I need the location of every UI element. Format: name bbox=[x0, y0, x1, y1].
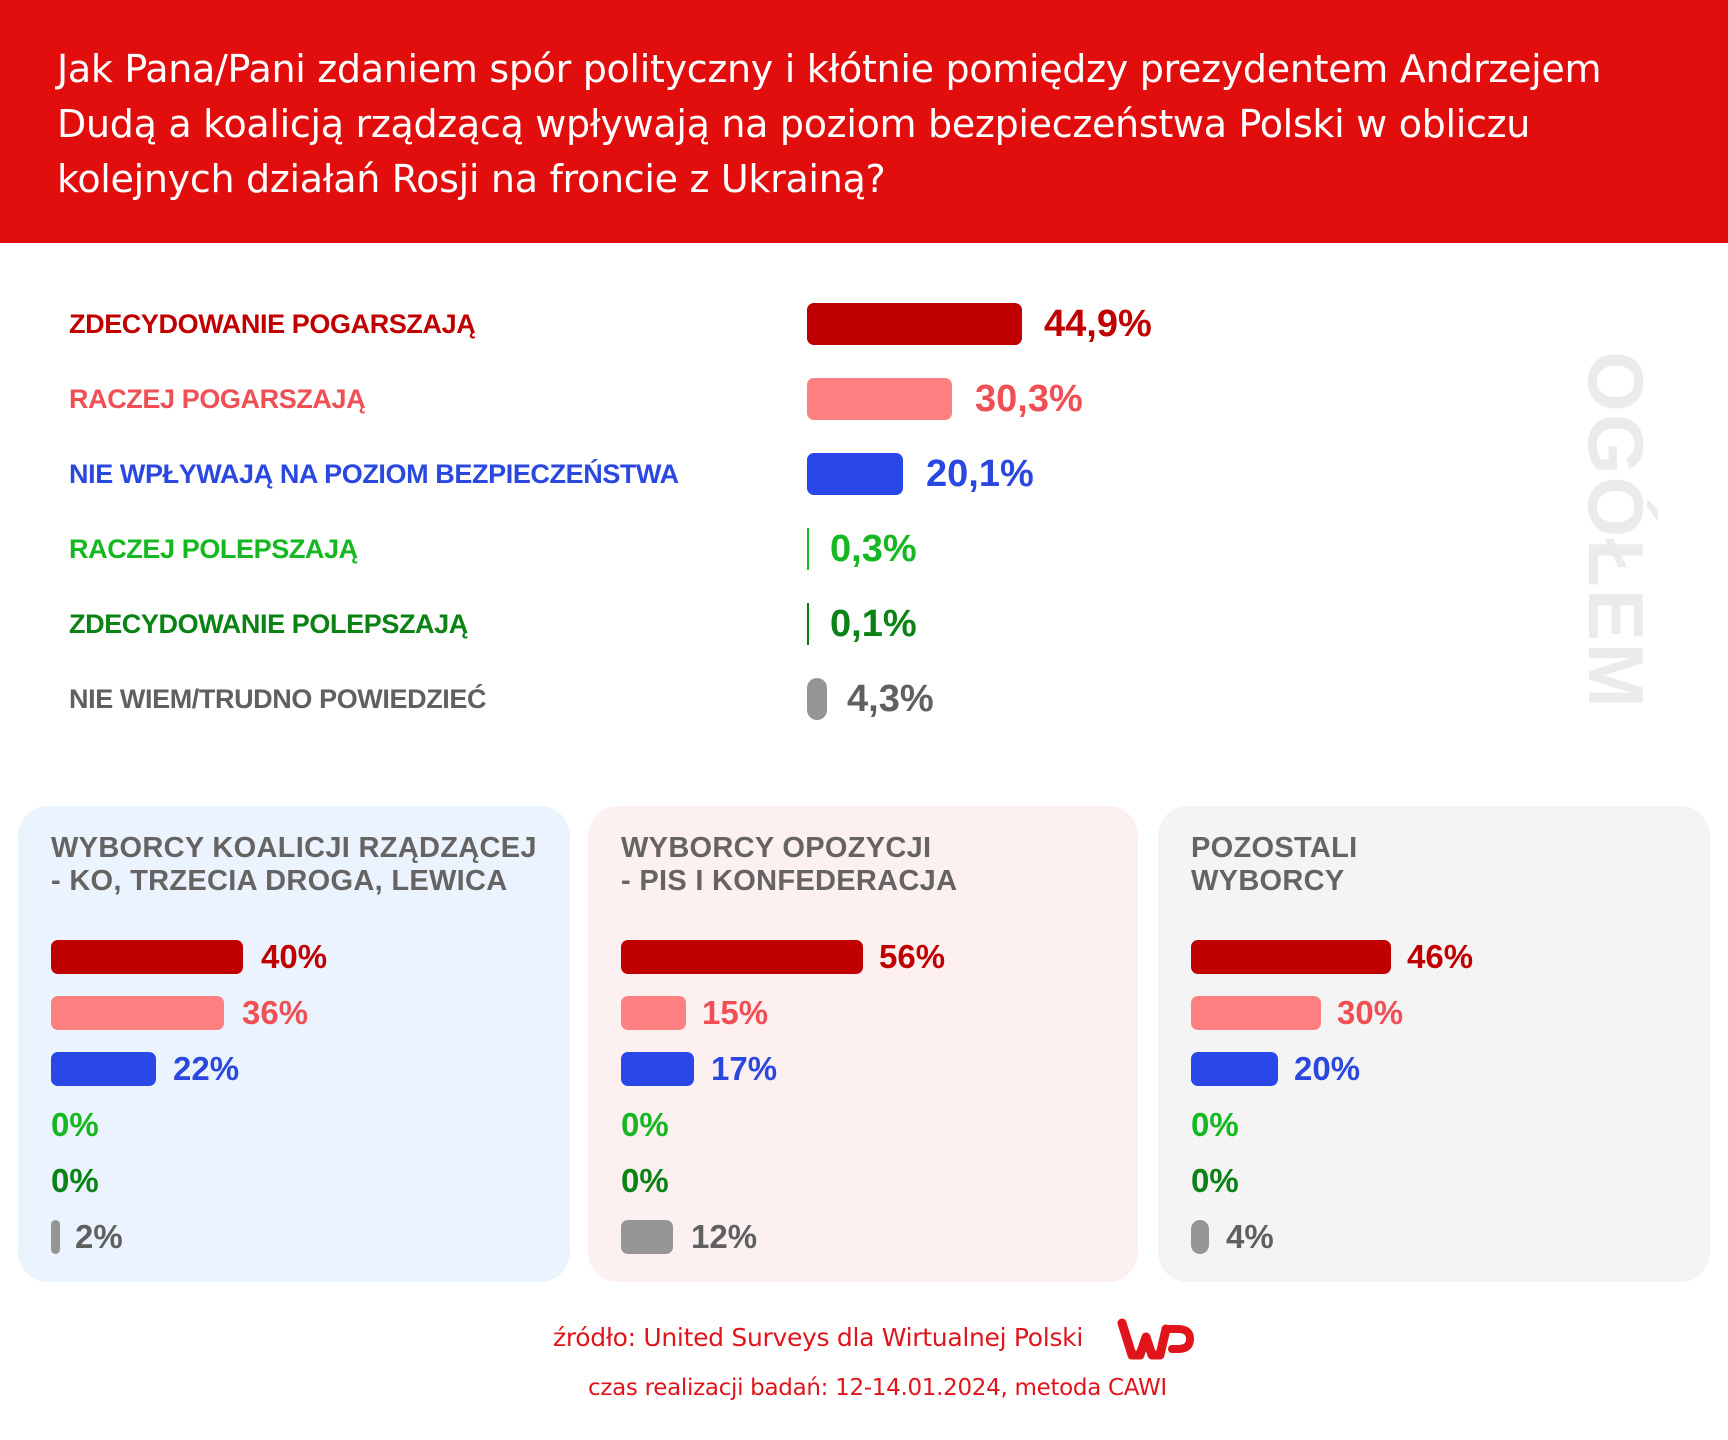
row-value: 0,3% bbox=[830, 528, 917, 570]
overall-row: RACZEJ POGARSZAJĄ 30,3% bbox=[0, 375, 1300, 423]
panel-row: 56% bbox=[621, 939, 1121, 975]
row-value: 12% bbox=[691, 1218, 758, 1255]
panel-other-voters: POZOSTALI WYBORCY 46% 30% 20% 0% 0% 4% bbox=[1158, 806, 1710, 1282]
overall-row: RACZEJ POLEPSZAJĄ 0,3% bbox=[0, 525, 1300, 573]
panel-row: 0% bbox=[621, 1107, 1121, 1143]
bar bbox=[1191, 996, 1321, 1030]
overall-row: ZDECYDOWANIE POLEPSZAJĄ 0,1% bbox=[0, 600, 1300, 648]
row-value: 4,3% bbox=[847, 678, 934, 720]
bar bbox=[1191, 940, 1391, 974]
panel-row: 0% bbox=[51, 1163, 551, 1199]
row-value: 2% bbox=[75, 1218, 123, 1255]
panel-row: 46% bbox=[1191, 939, 1691, 975]
panel-title: POZOSTALI WYBORCY bbox=[1191, 832, 1358, 897]
bar bbox=[1191, 1052, 1278, 1086]
row-value: 30,3% bbox=[975, 378, 1083, 420]
row-label: NIE WIEM/TRUDNO POWIEDZIEĆ bbox=[69, 684, 487, 714]
row-label: ZDECYDOWANIE POLEPSZAJĄ bbox=[69, 609, 468, 639]
panel-row: 17% bbox=[621, 1051, 1121, 1087]
panel-row: 12% bbox=[621, 1219, 1121, 1255]
panel-row: 0% bbox=[1191, 1107, 1691, 1143]
bar bbox=[1191, 1220, 1209, 1254]
row-value: 20,1% bbox=[926, 453, 1034, 495]
bar bbox=[51, 1220, 60, 1254]
bar bbox=[51, 996, 224, 1030]
bar bbox=[807, 453, 903, 495]
row-value: 22% bbox=[173, 1050, 240, 1087]
bar bbox=[51, 940, 243, 974]
panel-row: 0% bbox=[51, 1107, 551, 1143]
bar bbox=[807, 528, 809, 570]
bar bbox=[621, 940, 863, 974]
panel-row: 0% bbox=[621, 1163, 1121, 1199]
row-value: 4% bbox=[1226, 1218, 1274, 1255]
row-value: 44,9% bbox=[1044, 303, 1152, 345]
row-label: RACZEJ POLEPSZAJĄ bbox=[69, 534, 358, 564]
panel-row: 40% bbox=[51, 939, 551, 975]
bar bbox=[621, 1052, 694, 1086]
row-value: 30% bbox=[1337, 994, 1404, 1031]
bar bbox=[51, 1052, 156, 1086]
panel-row: 30% bbox=[1191, 995, 1691, 1031]
panel-row: 36% bbox=[51, 995, 551, 1031]
row-value: 0% bbox=[1191, 1162, 1239, 1199]
overall-row: NIE WPŁYWAJĄ NA POZIOM BEZPIECZEŃSTWA 20… bbox=[0, 450, 1300, 498]
row-value: 0% bbox=[51, 1162, 99, 1199]
overall-row: NIE WIEM/TRUDNO POWIEDZIEĆ 4,3% bbox=[0, 675, 1300, 723]
row-value: 17% bbox=[711, 1050, 778, 1087]
wp-logo-icon bbox=[1116, 1315, 1196, 1365]
panel-title: WYBORCY OPOZYCJI - PIS I KONFEDERACJA bbox=[621, 832, 958, 897]
panel-opposition-voters: WYBORCY OPOZYCJI - PIS I KONFEDERACJA 56… bbox=[588, 806, 1138, 1282]
row-value: 40% bbox=[261, 938, 328, 975]
row-value: 0% bbox=[621, 1106, 669, 1143]
row-value: 56% bbox=[879, 938, 946, 975]
row-label: ZDECYDOWANIE POGARSZAJĄ bbox=[69, 309, 476, 339]
row-value: 0% bbox=[1191, 1106, 1239, 1143]
row-value: 0% bbox=[621, 1162, 669, 1199]
row-value: 0% bbox=[51, 1106, 99, 1143]
bar bbox=[807, 678, 827, 720]
bar bbox=[621, 1220, 673, 1254]
row-value: 15% bbox=[702, 994, 769, 1031]
panel-row: 15% bbox=[621, 995, 1121, 1031]
overall-side-label: OGÓŁEM bbox=[1570, 330, 1660, 730]
bar bbox=[807, 303, 1022, 345]
question-title: Jak Pana/Pani zdaniem spór polityczny i … bbox=[57, 47, 1602, 201]
panel-row: 22% bbox=[51, 1051, 551, 1087]
panel-title: WYBORCY KOALICJI RZĄDZĄCEJ - KO, TRZECIA… bbox=[51, 832, 537, 897]
panel-row: 4% bbox=[1191, 1219, 1691, 1255]
panel-row: 20% bbox=[1191, 1051, 1691, 1087]
bar bbox=[621, 996, 686, 1030]
row-value: 46% bbox=[1407, 938, 1474, 975]
panel-coalition-voters: WYBORCY KOALICJI RZĄDZĄCEJ - KO, TRZECIA… bbox=[18, 806, 570, 1282]
row-value: 20% bbox=[1294, 1050, 1361, 1087]
survey-dates-note: czas realizacji badań: 12-14.01.2024, me… bbox=[588, 1375, 1167, 1401]
row-value: 0,1% bbox=[830, 603, 917, 645]
row-label: RACZEJ POGARSZAJĄ bbox=[69, 384, 366, 414]
source-note: źródło: United Surveys dla Wirtualnej Po… bbox=[553, 1323, 1083, 1352]
panel-row: 2% bbox=[51, 1219, 551, 1255]
bar bbox=[807, 378, 952, 420]
panel-row: 0% bbox=[1191, 1163, 1691, 1199]
row-value: 36% bbox=[242, 994, 309, 1031]
header-banner: Jak Pana/Pani zdaniem spór polityczny i … bbox=[0, 0, 1728, 243]
row-label: NIE WPŁYWAJĄ NA POZIOM BEZPIECZEŃSTWA bbox=[69, 459, 679, 489]
side-label-text: OGÓŁEM bbox=[1571, 350, 1660, 710]
bar bbox=[807, 603, 809, 645]
overall-row: ZDECYDOWANIE POGARSZAJĄ 44,9% bbox=[0, 300, 1300, 348]
